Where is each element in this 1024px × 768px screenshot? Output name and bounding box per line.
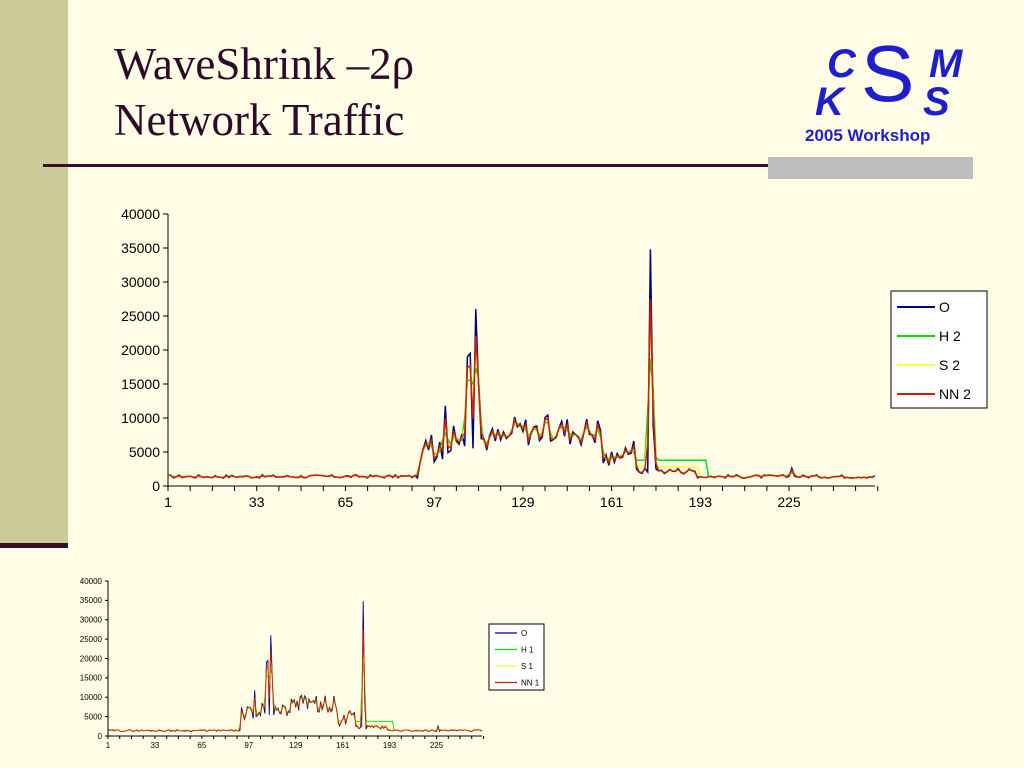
logo-letter-s-large: S — [861, 29, 915, 118]
x-tick-label: 97 — [426, 494, 442, 510]
y-tick-label: 40000 — [121, 206, 160, 222]
x-tick-label: 65 — [338, 494, 354, 510]
x-tick-label: 33 — [150, 741, 159, 750]
left-accent-bar — [0, 0, 68, 545]
logo-caption: 2005 Workshop — [805, 126, 931, 145]
x-tick-label: 193 — [689, 494, 713, 510]
title-rule — [43, 164, 973, 167]
y-tick-label: 30000 — [80, 616, 103, 625]
series-line-2 — [107, 640, 483, 732]
logo-letter-s-small: S — [923, 80, 950, 124]
x-tick-label: 161 — [600, 494, 624, 510]
y-tick-label: 15000 — [80, 674, 103, 683]
csmks-logo: C S M K S 2005 Workshop — [805, 34, 980, 150]
slide-title: WaveShrink –2ρ Network Traffic — [114, 36, 414, 148]
legend-label: H 2 — [939, 328, 961, 344]
legend-label: O — [521, 629, 527, 638]
series-line-0 — [107, 601, 483, 733]
x-tick-label: 65 — [197, 741, 206, 750]
y-tick-label: 35000 — [121, 240, 160, 256]
series-line-1 — [107, 662, 483, 732]
y-tick-label: 25000 — [80, 635, 103, 644]
legend-label: NN 2 — [939, 386, 971, 402]
y-tick-label: 20000 — [121, 342, 160, 358]
x-tick-label: 225 — [777, 494, 801, 510]
title-line-2: Network Traffic — [114, 95, 405, 145]
title-line-1: WaveShrink –2ρ — [114, 39, 415, 89]
logo-letter-k: K — [815, 80, 844, 124]
legend-label: H 1 — [521, 645, 534, 654]
y-tick-label: 10000 — [121, 410, 160, 426]
logo-letter-c: C — [827, 42, 856, 86]
y-tick-label: 15000 — [121, 376, 160, 392]
y-tick-label: 30000 — [121, 274, 160, 290]
series-line-3 — [167, 299, 876, 479]
x-tick-label: 97 — [244, 741, 253, 750]
x-tick-label: 193 — [383, 741, 397, 750]
x-tick-label: 33 — [249, 494, 265, 510]
y-tick-label: 10000 — [80, 693, 103, 702]
legend-label: NN 1 — [521, 678, 540, 687]
y-tick-label: 5000 — [84, 712, 102, 721]
logo-letter-m: M — [929, 42, 963, 86]
legend-label: O — [939, 299, 950, 315]
y-tick-label: 5000 — [129, 444, 160, 460]
legend-label: S 2 — [939, 357, 960, 373]
x-tick-label: 1 — [164, 494, 172, 510]
y-tick-label: 25000 — [121, 308, 160, 324]
x-tick-label: 1 — [106, 741, 111, 750]
x-tick-label: 129 — [289, 741, 303, 750]
y-tick-label: 0 — [98, 732, 103, 741]
legend-box — [488, 623, 545, 691]
y-tick-label: 40000 — [80, 577, 103, 586]
series-line-3 — [107, 629, 483, 732]
y-tick-label: 20000 — [80, 654, 103, 663]
title-rule-accent — [768, 157, 973, 179]
x-tick-label: 225 — [430, 741, 444, 750]
y-tick-label: 35000 — [80, 596, 103, 605]
y-tick-label: 0 — [152, 478, 160, 494]
legend-box — [890, 290, 988, 409]
x-tick-label: 129 — [511, 494, 535, 510]
x-tick-label: 161 — [336, 741, 350, 750]
left-accent-line — [0, 543, 68, 548]
legend-label: S 1 — [521, 662, 534, 671]
